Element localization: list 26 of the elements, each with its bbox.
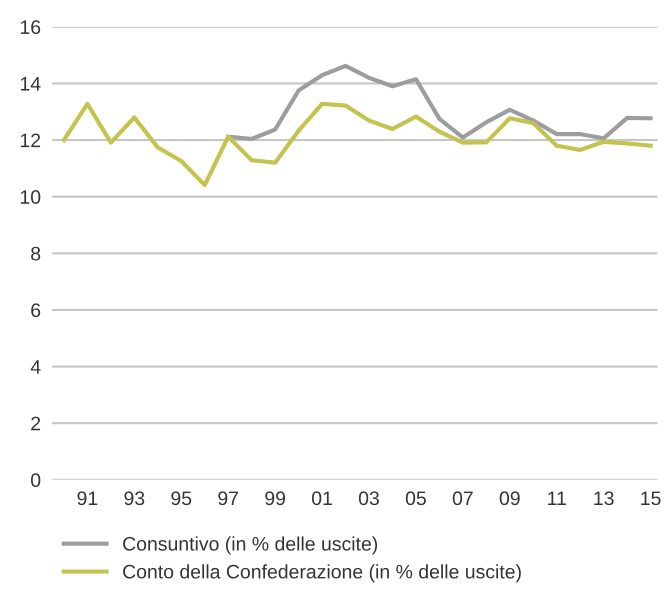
- x-tick-label: 95: [171, 491, 192, 506]
- legend-label: Consuntivo (in % delle uscite): [123, 536, 378, 555]
- x-tick-label: 97: [218, 491, 238, 506]
- x-tick-label: 91: [77, 491, 98, 506]
- x-tick-label: 99: [265, 491, 286, 506]
- x-tick-label: 13: [594, 491, 614, 506]
- line-series: [226, 64, 653, 142]
- x-tick-label: 15: [641, 492, 661, 506]
- x-tick-label: 03: [358, 491, 379, 506]
- x-tick-label: 07: [452, 491, 473, 506]
- legend-label: Conto della Confederazione (in % delle uscite): [123, 564, 521, 582]
- y-tick-label: 4: [30, 360, 41, 374]
- x-tick-label: 11: [548, 492, 566, 505]
- y-tick-label: 2: [31, 416, 40, 430]
- x-tick-label: 05: [406, 491, 426, 506]
- y-tick-label: 14: [20, 77, 41, 90]
- y-tick-label: 10: [20, 190, 40, 204]
- x-tick-label: 01: [312, 491, 332, 506]
- x-tick-label: 93: [124, 491, 144, 506]
- y-tick-label: 8: [31, 246, 40, 261]
- y-tick-label: 6: [31, 303, 40, 318]
- y-tick-label: 0: [31, 473, 40, 488]
- line-series: [62, 102, 653, 188]
- y-tick-label: 12: [20, 134, 40, 148]
- y-tick-label: 16: [20, 20, 40, 34]
- x-tick-label: 09: [500, 491, 520, 506]
